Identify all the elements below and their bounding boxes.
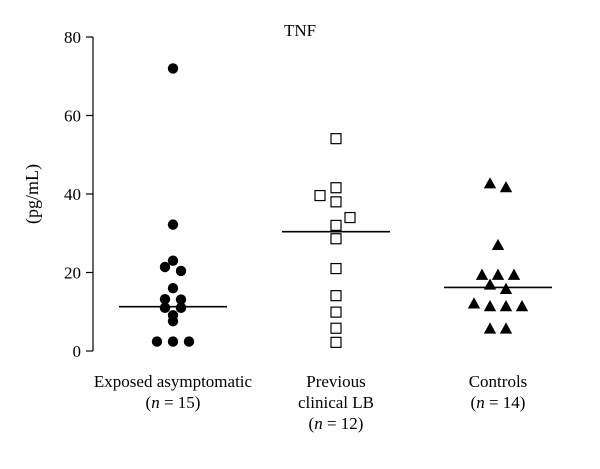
y-axis-label: (pg/mL) [22,164,43,224]
point-previous-clinical-lb [330,219,342,231]
y-tick-label: 80 [64,28,81,47]
point-previous-clinical-lb [330,306,342,318]
y-tick-label: 60 [64,107,81,126]
point-controls [499,300,513,312]
point-previous-clinical-lb [330,262,342,275]
point-exposed-asymptomatic [167,315,179,327]
point-previous-clinical-lb [344,211,356,224]
data-points [151,63,529,348]
labels: 0 20 40 60 80 TNF (pg/mL) Exposed asymptomatic (… [22,21,527,433]
point-previous-clinical-lb [330,196,342,208]
point-exposed-asymptomatic [167,219,179,230]
point-previous-clinical-lb [330,290,342,302]
point-previous-clinical-lb [330,336,342,348]
point-previous-clinical-lb [330,182,342,194]
point-controls [483,177,497,189]
point-exposed-asymptomatic [183,336,195,347]
axes [86,36,94,352]
point-previous-clinical-lb [330,322,342,334]
point-exposed-asymptomatic [175,294,187,305]
point-controls [483,322,497,334]
point-controls [499,282,513,294]
category-label: clinical LB [298,393,374,412]
point-exposed-asymptomatic [167,283,179,294]
point-controls [467,297,481,309]
point-previous-clinical-lb [330,133,342,145]
category-n-label: (n = 12) [309,414,364,433]
chart-title: TNF [284,21,316,40]
point-controls [499,322,513,334]
y-tick-label: 0 [73,342,82,361]
point-exposed-asymptomatic [167,255,179,266]
point-exposed-asymptomatic [159,261,171,273]
category-n-label: (n = 15) [146,393,201,412]
category-label: Previous [306,372,366,391]
point-controls [515,300,529,312]
point-controls [507,268,521,280]
point-controls [499,181,513,193]
point-exposed-asymptomatic [175,302,187,314]
y-tick-label: 40 [64,185,81,204]
category-label: Controls [469,372,528,391]
point-exposed-asymptomatic [159,302,171,314]
point-previous-clinical-lb [314,189,326,202]
category-label: Exposed asymptomatic [94,372,253,391]
point-exposed-asymptomatic [167,63,179,74]
point-exposed-asymptomatic [151,336,163,347]
point-controls [483,300,497,312]
point-exposed-asymptomatic [167,336,179,347]
point-controls [491,238,505,250]
category-n-label: (n = 14) [471,393,526,412]
y-tick-label: 20 [64,264,81,283]
point-controls [475,268,489,280]
point-previous-clinical-lb [330,233,342,245]
median-lines [119,230,552,308]
point-exposed-asymptomatic [159,293,171,305]
point-exposed-asymptomatic [175,265,187,277]
point-controls [491,268,505,280]
